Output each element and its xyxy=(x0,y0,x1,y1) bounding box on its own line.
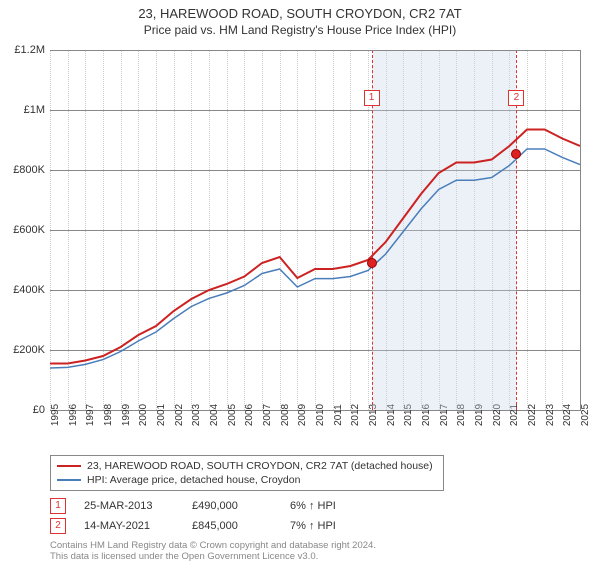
sale-marker-dot xyxy=(511,149,521,159)
sale-row-2: 2 14-MAY-2021 £845,000 7% ↑ HPI xyxy=(50,518,336,534)
legend-swatch-hpi xyxy=(57,479,81,481)
y-tick-label: £1M xyxy=(0,104,45,116)
footer: Contains HM Land Registry data © Crown c… xyxy=(50,540,376,563)
sale-date-1: 25-MAR-2013 xyxy=(84,500,174,512)
y-tick-label: £0 xyxy=(0,404,45,416)
y-tick-label: £1.2M xyxy=(0,44,45,56)
chart-container: 23, HAREWOOD ROAD, SOUTH CROYDON, CR2 7A… xyxy=(0,0,600,560)
sale-marker-dot xyxy=(367,258,377,268)
sale-delta-1: 6% ↑ HPI xyxy=(290,500,336,512)
chart-subtitle: Price paid vs. HM Land Registry's House … xyxy=(0,23,600,37)
footer-line-1: Contains HM Land Registry data © Crown c… xyxy=(50,540,376,551)
y-tick-label: £600K xyxy=(0,224,45,236)
sale-price-2: £845,000 xyxy=(192,520,272,532)
series-line-property xyxy=(50,130,580,364)
y-tick-label: £200K xyxy=(0,344,45,356)
legend-label-hpi: HPI: Average price, detached house, Croy… xyxy=(87,474,300,486)
legend-swatch-property xyxy=(57,465,81,467)
sale-delta-2: 7% ↑ HPI xyxy=(290,520,336,532)
footer-line-2: This data is licensed under the Open Gov… xyxy=(50,551,376,562)
sale-date-2: 14-MAY-2021 xyxy=(84,520,174,532)
sale-price-1: £490,000 xyxy=(192,500,272,512)
x-tick-label: 2025 xyxy=(580,404,591,426)
y-tick-label: £400K xyxy=(0,284,45,296)
legend-item-hpi: HPI: Average price, detached house, Croy… xyxy=(57,473,437,487)
series-line-hpi xyxy=(50,149,580,368)
title-block: 23, HAREWOOD ROAD, SOUTH CROYDON, CR2 7A… xyxy=(0,0,600,37)
y-tick-label: £800K xyxy=(0,164,45,176)
chart-lines xyxy=(50,50,580,410)
sale-row-1: 1 25-MAR-2013 £490,000 6% ↑ HPI xyxy=(50,498,336,514)
legend-label-property: 23, HAREWOOD ROAD, SOUTH CROYDON, CR2 7A… xyxy=(87,460,433,472)
legend-item-property: 23, HAREWOOD ROAD, SOUTH CROYDON, CR2 7A… xyxy=(57,459,437,473)
legend: 23, HAREWOOD ROAD, SOUTH CROYDON, CR2 7A… xyxy=(50,455,444,491)
chart-title: 23, HAREWOOD ROAD, SOUTH CROYDON, CR2 7A… xyxy=(0,6,600,21)
sale-marker-1: 1 xyxy=(50,498,66,514)
sale-marker-2: 2 xyxy=(50,518,66,534)
